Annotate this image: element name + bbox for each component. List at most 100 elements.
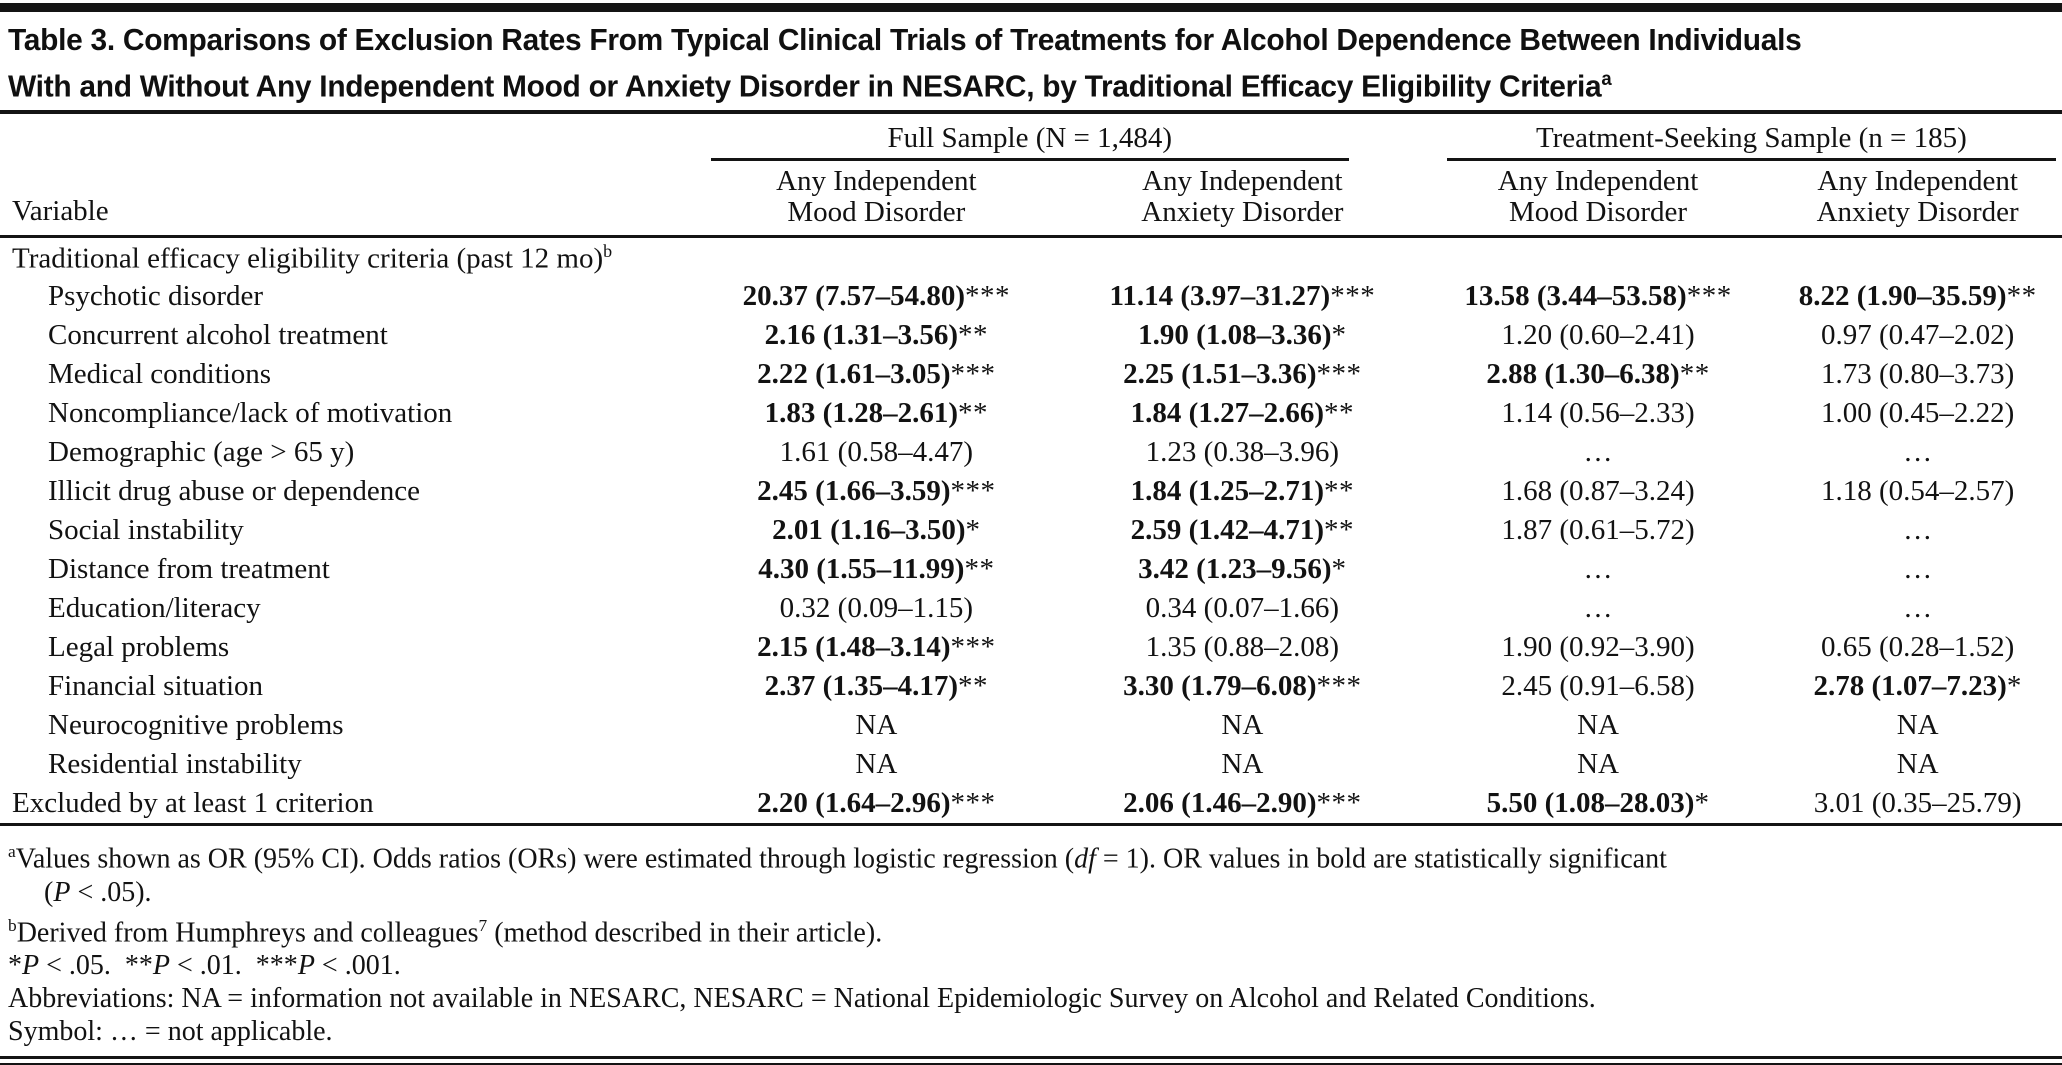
value-text: 1.20 (0.60–2.41) bbox=[1501, 319, 1695, 352]
value-text: … bbox=[1903, 592, 1933, 625]
table-row: Distance from treatment 4.30 (1.55–11.99)… bbox=[0, 550, 2062, 589]
footnote-b: bDerived from Humphreys and colleagues7 … bbox=[8, 909, 2062, 949]
subheader-row: Any Independent Mood Disorder Any Indepen… bbox=[0, 161, 2062, 239]
significance-marker: ** bbox=[1679, 358, 1710, 391]
value-text: 2.20 (1.64–2.96) bbox=[757, 787, 951, 820]
footnote-significance-levels: *P < .05. **P < .01. ***P < .001. bbox=[8, 949, 2062, 982]
value-text: 3.01 (0.35–25.79) bbox=[1813, 787, 2022, 820]
significance-marker: ** bbox=[958, 319, 988, 352]
value-text: … bbox=[1903, 436, 1933, 469]
value-cell: 2.22 (1.61–3.05)*** bbox=[691, 355, 1062, 394]
column-header-line: Mood Disorder bbox=[1509, 196, 1688, 229]
footnote-segment: * bbox=[8, 949, 22, 981]
value-cell: 1.84 (1.25–2.71)** bbox=[1062, 472, 1423, 511]
value-cell: 8.22 (1.90–35.59)** bbox=[1773, 277, 2062, 316]
value-text: NA bbox=[1577, 709, 1619, 742]
value-cell: 2.06 (1.46–2.90)*** bbox=[1061, 784, 1423, 827]
column-group-full-sample-label: Full Sample (N = 1,484) bbox=[710, 114, 1349, 162]
value-cell: 2.88 (1.30–6.38)** bbox=[1423, 355, 1774, 394]
value-cell: 11.14 (3.97–31.27)*** bbox=[1062, 277, 1423, 316]
footnote-segment: < .05. ** bbox=[39, 949, 153, 981]
significance-marker: ** bbox=[1324, 475, 1354, 508]
value-text: 1.84 (1.25–2.71) bbox=[1130, 475, 1324, 508]
table-row: Demographic (age > 65 y) 1.61 (0.58–4.47)… bbox=[0, 433, 2062, 472]
footnote-segment: < .01. *** bbox=[170, 949, 298, 981]
value-text: 2.37 (1.35–4.17) bbox=[764, 670, 958, 703]
value-text: 1.87 (0.61–5.72) bbox=[1501, 514, 1695, 547]
row-label: Illicit drug abuse or dependence bbox=[48, 475, 421, 508]
value-text: 13.58 (3.44–53.58) bbox=[1464, 280, 1687, 313]
value-text: 2.22 (1.61–3.05) bbox=[757, 358, 951, 391]
row-label: Social instability bbox=[48, 514, 244, 547]
value-cell: 1.61 (0.58–4.47) bbox=[691, 433, 1062, 472]
table-row: Social instability 2.01 (1.16–3.50)* 2.59 … bbox=[0, 511, 2062, 550]
footnote-segment: P bbox=[22, 949, 40, 981]
significance-marker: *** bbox=[965, 280, 1010, 313]
significance-marker: ** bbox=[2006, 280, 2037, 313]
value-text: NA bbox=[855, 748, 898, 781]
row-label: Residential instability bbox=[48, 748, 302, 781]
value-cell: 1.23 (0.38–3.96) bbox=[1062, 433, 1423, 472]
value-text: 0.32 (0.09–1.15) bbox=[779, 592, 973, 625]
column-group-treatment-seeking: Treatment-Seeking Sample (n = 185) bbox=[1423, 112, 2062, 162]
significance-marker: * bbox=[1331, 319, 1347, 352]
column-group-treatment-seeking-label: Treatment-Seeking Sample (n = 185) bbox=[1446, 114, 2056, 162]
row-label: Neurocognitive problems bbox=[48, 709, 344, 742]
value-text: … bbox=[1903, 514, 1933, 547]
significance-marker: * bbox=[1331, 553, 1347, 586]
table-row: Noncompliance/lack of motivation 1.83 (1.… bbox=[0, 394, 2062, 433]
value-text: 0.34 (0.07–1.66) bbox=[1145, 592, 1339, 625]
value-text: NA bbox=[1577, 748, 1619, 781]
value-text: 1.68 (0.87–3.24) bbox=[1501, 475, 1695, 508]
table-title-line-1: Table 3. Comparisons of Exclusion Rates … bbox=[8, 22, 1802, 57]
table-title-line-2: With and Without Any Independent Mood or… bbox=[8, 60, 1982, 106]
significance-marker: ** bbox=[958, 670, 988, 703]
value-cell: 1.84 (1.27–2.66)** bbox=[1062, 394, 1423, 433]
footnote-segment: P bbox=[297, 949, 315, 981]
row-label: Noncompliance/lack of motivation bbox=[48, 397, 453, 430]
value-cell: 20.37 (7.57–54.80)*** bbox=[691, 277, 1062, 316]
column-header-line: Any Independent bbox=[776, 165, 977, 198]
value-cell: 2.20 (1.64–2.96)*** bbox=[690, 784, 1062, 827]
significance-marker: * bbox=[2006, 670, 2022, 703]
value-text: 1.61 (0.58–4.47) bbox=[779, 436, 973, 469]
value-text: NA bbox=[1221, 709, 1264, 742]
table-row: Concurrent alcohol treatment 2.16 (1.31–3… bbox=[0, 316, 2062, 355]
value-text: 1.90 (1.08–3.36) bbox=[1138, 319, 1332, 352]
value-cell: 3.30 (1.79–6.08)*** bbox=[1062, 667, 1423, 706]
footnote-segment: Abbreviations: NA = information not avai… bbox=[8, 982, 1596, 1014]
row-label: Psychotic disorder bbox=[48, 280, 264, 313]
value-text: NA bbox=[855, 709, 898, 742]
value-cell: … bbox=[1773, 433, 2062, 472]
significance-marker: *** bbox=[1316, 670, 1362, 703]
value-cell: 1.35 (0.88–2.08) bbox=[1062, 628, 1423, 667]
value-cell: … bbox=[1773, 511, 2062, 550]
value-cell: NA bbox=[1423, 706, 1774, 745]
value-cell: 1.87 (0.61–5.72) bbox=[1423, 511, 1774, 550]
row-label: Medical conditions bbox=[48, 358, 272, 391]
column-header-ts-anxiety: Any Independent Anxiety Disorder bbox=[1773, 161, 2062, 239]
table-header: Variable Full Sample (N = 1,484) Treatme… bbox=[0, 112, 2062, 239]
row-label: Concurrent alcohol treatment bbox=[48, 319, 388, 352]
table-figure: Table 3. Comparisons of Exclusion Rates … bbox=[0, 3, 2062, 1065]
value-text: … bbox=[1903, 553, 1933, 586]
value-cell: 2.16 (1.31–3.56)** bbox=[691, 316, 1062, 355]
comparison-table: Variable Full Sample (N = 1,484) Treatme… bbox=[0, 110, 2062, 827]
footnote-segment: 7 bbox=[478, 915, 488, 935]
table-title: Table 3. Comparisons of Exclusion Rates … bbox=[0, 12, 2062, 110]
value-text: 2.45 (1.66–3.59) bbox=[757, 475, 951, 508]
value-text: 5.50 (1.08–28.03) bbox=[1486, 787, 1695, 820]
value-text: … bbox=[1583, 592, 1613, 625]
value-cell: 1.73 (0.80–3.73) bbox=[1773, 355, 2062, 394]
value-text: 1.18 (0.54–2.57) bbox=[1820, 475, 2015, 508]
value-cell: 1.83 (1.28–2.61)** bbox=[691, 394, 1062, 433]
value-cell: 2.45 (1.66–3.59)*** bbox=[691, 472, 1062, 511]
row-label: Financial situation bbox=[48, 670, 264, 703]
footnote-segment: Values shown as OR (95% CI). Odds ratios… bbox=[15, 843, 1075, 875]
row-label: Legal problems bbox=[48, 631, 230, 664]
value-text: 4.30 (1.55–11.99) bbox=[758, 553, 965, 586]
significance-marker: *** bbox=[950, 631, 996, 664]
column-header-line: Any Independent bbox=[1142, 165, 1343, 198]
value-text: NA bbox=[1896, 709, 1939, 742]
value-cell: NA bbox=[1423, 745, 1774, 784]
